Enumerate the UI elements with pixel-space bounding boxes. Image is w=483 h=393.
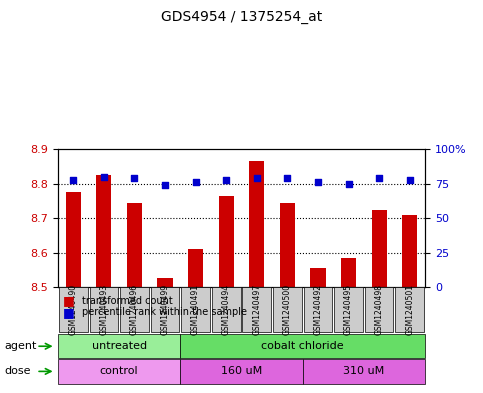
Point: [345, 180, 353, 187]
Bar: [127, 203, 142, 287]
Bar: [341, 258, 356, 287]
Text: GSM1240493: GSM1240493: [99, 284, 108, 335]
Text: GSM1240501: GSM1240501: [405, 284, 414, 335]
Point: [406, 176, 413, 183]
Text: untreated: untreated: [92, 341, 147, 351]
Bar: [280, 203, 295, 287]
Point: [130, 175, 138, 181]
Text: GSM1240494: GSM1240494: [222, 284, 231, 335]
Text: GSM1240496: GSM1240496: [130, 284, 139, 335]
Bar: [157, 278, 173, 287]
Text: GSM1240498: GSM1240498: [375, 284, 384, 335]
Text: GSM1240492: GSM1240492: [313, 284, 323, 335]
Text: ■: ■: [63, 294, 74, 307]
Text: GSM1240490: GSM1240490: [69, 284, 78, 335]
Text: dose: dose: [5, 366, 31, 376]
Point: [284, 175, 291, 181]
Bar: [96, 175, 112, 287]
Point: [222, 176, 230, 183]
Bar: [66, 192, 81, 287]
Bar: [188, 249, 203, 287]
Text: ■: ■: [63, 306, 74, 319]
Text: GDS4954 / 1375254_at: GDS4954 / 1375254_at: [161, 10, 322, 24]
Point: [100, 174, 108, 180]
Point: [314, 179, 322, 185]
Text: GSM1240495: GSM1240495: [344, 284, 353, 335]
Text: 160 uM: 160 uM: [221, 366, 262, 376]
Text: cobalt chloride: cobalt chloride: [261, 341, 344, 351]
Bar: [219, 196, 234, 287]
Text: GSM1240499: GSM1240499: [160, 284, 170, 335]
Point: [253, 175, 261, 181]
Bar: [371, 209, 387, 287]
Bar: [249, 162, 265, 287]
Text: transformed count: transformed count: [82, 296, 173, 306]
Point: [192, 179, 199, 185]
Text: percentile rank within the sample: percentile rank within the sample: [82, 307, 247, 318]
Point: [161, 182, 169, 188]
Bar: [402, 215, 417, 287]
Text: GSM1240500: GSM1240500: [283, 284, 292, 335]
Point: [70, 176, 77, 183]
Text: control: control: [100, 366, 139, 376]
Text: agent: agent: [5, 341, 37, 351]
Text: GSM1240491: GSM1240491: [191, 284, 200, 335]
Bar: [311, 268, 326, 287]
Text: GSM1240497: GSM1240497: [252, 284, 261, 335]
Point: [375, 175, 383, 181]
Text: 310 uM: 310 uM: [343, 366, 384, 376]
